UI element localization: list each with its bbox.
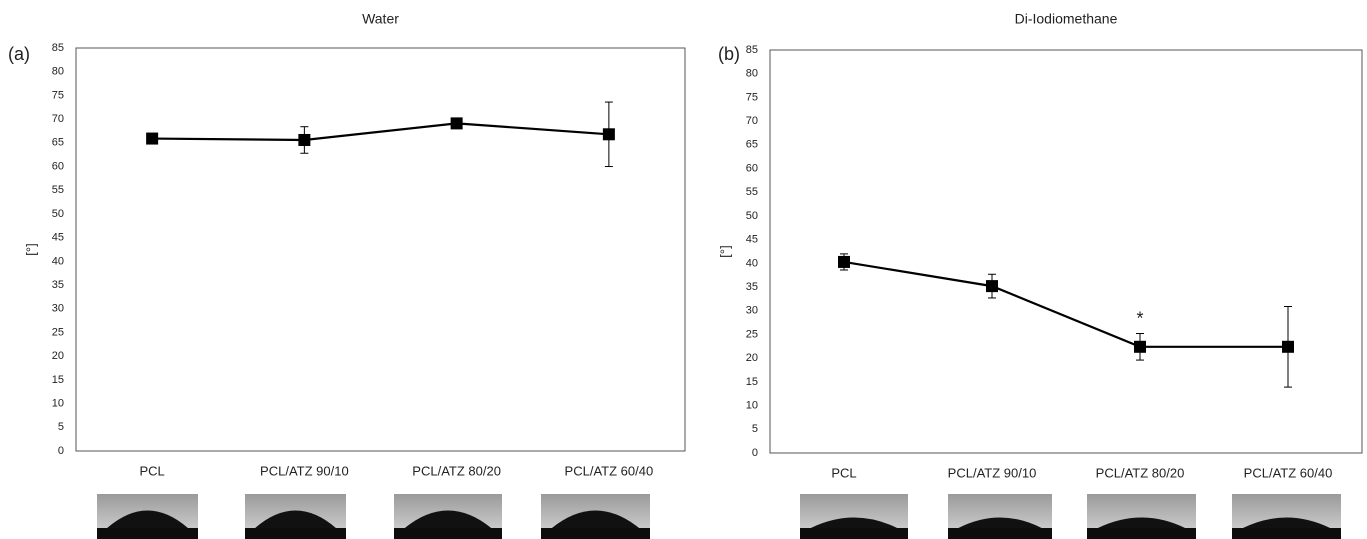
y-tick-label: 60 bbox=[746, 162, 758, 174]
y-tick-label: 15 bbox=[52, 374, 64, 386]
y-tick-label: 20 bbox=[52, 350, 64, 362]
plot-frame bbox=[75, 47, 686, 452]
y-tick-label: 25 bbox=[52, 326, 64, 338]
y-tick-label: 80 bbox=[52, 66, 64, 78]
y-tick-label: 55 bbox=[746, 186, 758, 198]
y-tick-label: 55 bbox=[52, 184, 64, 196]
panel-label: (a) bbox=[8, 44, 30, 64]
data-line bbox=[152, 122, 609, 142]
droplet bbox=[404, 510, 492, 528]
y-tick-label: 35 bbox=[52, 279, 64, 291]
panel-label: (b) bbox=[718, 44, 740, 64]
marker bbox=[1282, 340, 1294, 353]
marker bbox=[602, 128, 615, 141]
x-tick-label: PCL/ATZ 60/40 bbox=[1244, 465, 1333, 480]
x-tick-label: PCL/ATZ 60/40 bbox=[565, 463, 654, 478]
y-tick-label: 45 bbox=[52, 232, 64, 244]
y-tick-label: 60 bbox=[52, 160, 64, 172]
y-tick-label: 85 bbox=[746, 44, 758, 56]
y-tick-label: 80 bbox=[746, 68, 758, 80]
droplet bbox=[255, 510, 336, 528]
y-tick-label: 35 bbox=[746, 281, 758, 293]
droplet bbox=[810, 517, 898, 528]
y-tick-label: 65 bbox=[52, 137, 64, 149]
droplet bbox=[1097, 517, 1186, 528]
x-tick-label: PCL/ATZ 80/20 bbox=[1096, 465, 1185, 480]
y-axis-label: [°] bbox=[717, 245, 732, 257]
droplet-base bbox=[245, 528, 346, 539]
y-tick-label: 10 bbox=[746, 399, 758, 411]
droplet-base bbox=[1232, 528, 1341, 539]
droplet-base bbox=[97, 528, 198, 539]
y-tick-label: 65 bbox=[746, 139, 758, 151]
y-tick-label: 15 bbox=[746, 376, 758, 388]
y-tick-label: 85 bbox=[52, 42, 64, 54]
y-tick-label: 20 bbox=[746, 352, 758, 364]
droplet bbox=[107, 510, 188, 528]
droplet bbox=[551, 510, 640, 528]
y-tick-label: 45 bbox=[746, 234, 758, 246]
y-tick-label: 10 bbox=[52, 397, 64, 409]
y-tick-label: 50 bbox=[52, 208, 64, 220]
marker bbox=[146, 132, 159, 145]
plot-frame bbox=[769, 49, 1363, 454]
y-tick-label: 5 bbox=[752, 423, 758, 435]
x-tick-label: PCL bbox=[139, 463, 164, 478]
droplet bbox=[1242, 517, 1331, 528]
droplet-base bbox=[1087, 528, 1196, 539]
y-tick-label: 30 bbox=[746, 305, 758, 317]
annotation: * bbox=[1136, 308, 1143, 328]
y-tick-label: 70 bbox=[746, 115, 758, 127]
droplet-base bbox=[948, 528, 1052, 539]
droplet-base bbox=[541, 528, 650, 539]
chart-title: Di-Iodiomethane bbox=[1015, 11, 1118, 27]
droplet-base bbox=[800, 528, 908, 539]
y-tick-label: 40 bbox=[746, 257, 758, 269]
y-tick-label: 5 bbox=[58, 421, 64, 433]
x-tick-label: PCL/ATZ 90/10 bbox=[260, 463, 349, 478]
droplet bbox=[958, 517, 1042, 528]
x-tick-label: PCL/ATZ 90/10 bbox=[948, 465, 1037, 480]
x-tick-label: PCL bbox=[831, 465, 856, 480]
data-line bbox=[843, 260, 1288, 348]
marker bbox=[986, 280, 998, 293]
y-tick-label: 50 bbox=[746, 210, 758, 222]
y-tick-label: 40 bbox=[52, 255, 64, 267]
y-tick-label: 30 bbox=[52, 303, 64, 315]
y-tick-label: 25 bbox=[746, 328, 758, 340]
droplet-base bbox=[394, 528, 502, 539]
y-tick-label: 0 bbox=[58, 445, 64, 457]
y-tick-label: 75 bbox=[52, 89, 64, 101]
x-tick-label: PCL/ATZ 80/20 bbox=[412, 463, 501, 478]
chart-title: Water bbox=[362, 11, 399, 27]
marker bbox=[450, 117, 463, 130]
y-tick-label: 0 bbox=[752, 447, 758, 459]
marker bbox=[298, 133, 311, 146]
y-axis-label: [°] bbox=[23, 243, 38, 255]
y-tick-label: 75 bbox=[746, 91, 758, 103]
marker bbox=[838, 255, 850, 268]
y-tick-label: 70 bbox=[52, 113, 64, 125]
marker bbox=[1134, 340, 1146, 353]
